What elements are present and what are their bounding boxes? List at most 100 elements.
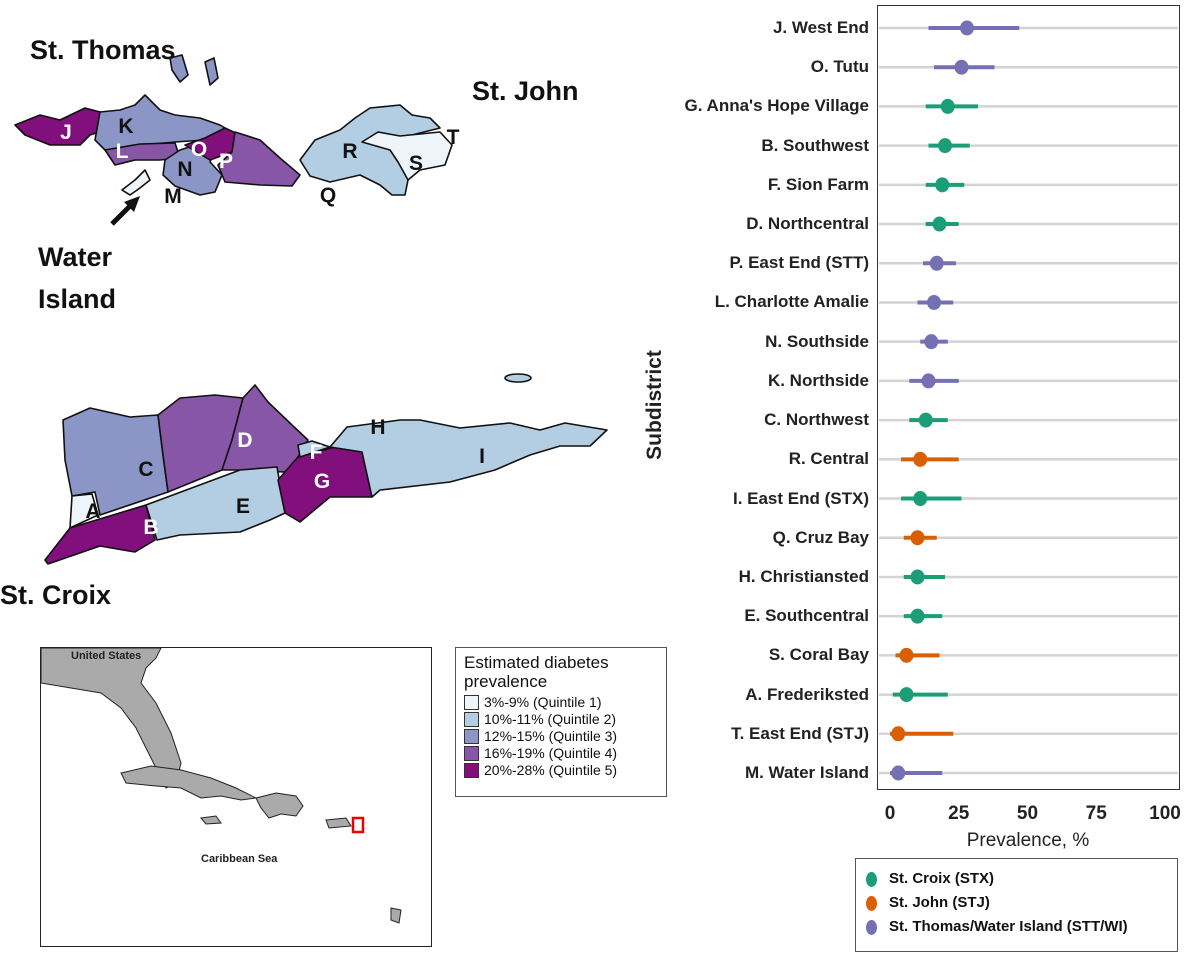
point-estimate <box>954 59 969 75</box>
series-legend: St. Croix (STX) St. John (STJ) St. Thomas/… <box>855 858 1178 952</box>
region-label-D: D <box>237 429 253 452</box>
inset-landmass <box>41 648 402 924</box>
y-tick-label: E. Southcentral <box>744 606 869 626</box>
region-label-P: P <box>218 150 234 173</box>
arrow-icon <box>110 196 140 226</box>
y-tick-label: G. Anna's Hope Village <box>684 96 869 116</box>
legend-label: 20%-28% (Quintile 5) <box>484 762 618 778</box>
series-marker-icon <box>866 895 877 911</box>
region-label-B: B <box>143 516 159 539</box>
legend-swatch <box>464 729 479 744</box>
usvi-map <box>14 54 608 565</box>
y-tick-label: I. East End (STX) <box>732 488 869 508</box>
region-label-K: K <box>118 115 134 138</box>
point-estimate <box>938 138 952 154</box>
point-estimate <box>910 530 925 546</box>
series-label: St. John (STJ) <box>889 894 990 911</box>
label-st-croix: St. Croix <box>0 580 112 610</box>
label-st-john: St. John <box>472 76 579 106</box>
region-label-Q: Q <box>319 184 337 207</box>
region-label-H: H <box>370 416 386 439</box>
x-tick-label: 50 <box>1016 803 1039 824</box>
y-tick-label: J. West End <box>772 18 869 37</box>
legend-label: 16%-19% (Quintile 4) <box>484 745 618 761</box>
series-legend-item: St. Thomas/Water Island (STT/WI) <box>866 915 1167 939</box>
y-tick-label: B. Southwest <box>761 135 869 155</box>
point-estimate <box>891 765 906 781</box>
map-legend-item: 12%-15% (Quintile 3) <box>464 728 658 745</box>
region-S-T <box>361 131 453 181</box>
point-estimate <box>932 216 947 232</box>
point-estimate <box>924 334 939 350</box>
series-label: St. Croix (STX) <box>889 870 995 887</box>
region-label-C: C <box>138 458 154 481</box>
x-tick-label: 25 <box>948 803 970 824</box>
region-label-M: M <box>164 185 182 208</box>
region-label-O: O <box>190 138 208 161</box>
point-estimate <box>910 569 925 585</box>
point-estimate <box>899 687 914 703</box>
region-label-J: J <box>60 121 72 144</box>
y-tick-label: L. Charlotte Amalie <box>714 292 869 312</box>
point-estimate <box>929 255 944 271</box>
map-legend-item: 16%-19% (Quintile 4) <box>464 745 658 762</box>
region-label-N: N <box>177 158 193 181</box>
map-legend-item: 10%-11% (Quintile 2) <box>464 711 658 728</box>
region-label-L: L <box>115 140 129 163</box>
map-legend-item: 20%-28% (Quintile 5) <box>464 762 658 779</box>
y-tick-label: T. East End (STJ) <box>731 723 869 743</box>
legend-label: 10%-11% (Quintile 2) <box>484 711 617 727</box>
map-legend-title: Estimated diabetes prevalence <box>464 653 609 691</box>
region-label-R: R <box>342 140 358 163</box>
point-estimate <box>899 647 914 663</box>
label-water-island: Water Island <box>38 242 117 314</box>
point-estimate <box>913 491 928 507</box>
point-estimate <box>927 294 941 310</box>
y-tick-label: K. Northside <box>767 370 869 390</box>
inset-label-united-states: United States <box>71 650 142 662</box>
region-label-S: S <box>408 152 424 175</box>
y-tick-label: H. Christiansted <box>738 566 869 586</box>
region-label-G: G <box>313 470 331 493</box>
plot-frame <box>877 5 1180 790</box>
y-tick-label: M. Water Island <box>744 763 869 782</box>
x-tick-label: 0 <box>884 803 896 824</box>
point-estimate <box>921 373 936 389</box>
point-estimate <box>960 20 974 36</box>
y-tick-label: C. Northwest <box>764 410 869 430</box>
x-tick-label: 100 <box>1149 803 1181 824</box>
region-P <box>217 131 301 187</box>
legend-swatch <box>464 712 479 727</box>
y-tick-label: Q. Cruz Bay <box>772 527 869 547</box>
locator-box <box>351 816 365 834</box>
y-tick-label: O. Tutu <box>810 57 869 77</box>
y-axis-title: Subdistrict <box>643 350 666 460</box>
point-estimate <box>910 608 925 624</box>
legend-swatch <box>464 746 479 761</box>
region-I <box>329 419 608 498</box>
y-tick-label: D. Northcentral <box>746 214 869 234</box>
region-label-F: F <box>309 441 323 464</box>
legend-label: 3%-9% (Quintile 1) <box>484 694 602 710</box>
map-legend-item: 3%-9% (Quintile 1) <box>464 694 658 711</box>
region-B <box>44 504 156 565</box>
label-st-thomas: St. Thomas <box>30 35 176 65</box>
legend-swatch <box>464 763 479 778</box>
series-legend-item: St. John (STJ) <box>866 891 1167 915</box>
point-estimate <box>935 177 950 193</box>
inset-locator-map: United States Caribbean Sea <box>40 647 432 947</box>
point-estimate <box>913 451 928 467</box>
legend-label: 12%-15% (Quintile 3) <box>484 728 618 744</box>
y-tick-label: S. Coral Bay <box>768 645 869 665</box>
legend-swatch <box>464 695 479 710</box>
y-tick-label: A. Frederiksted <box>745 684 869 704</box>
x-axis-title: Prevalence, % <box>966 830 1090 851</box>
region-A <box>69 493 99 529</box>
y-tick-label: R. Central <box>788 449 869 469</box>
map-legend: Estimated diabetes prevalence 3%-9% (Qui… <box>455 647 667 797</box>
region-label-E: E <box>235 495 251 518</box>
region-F <box>221 384 309 473</box>
y-tick-label: P. East End (STT) <box>729 253 870 273</box>
series-label: St. Thomas/Water Island (STT/WI) <box>889 918 1128 935</box>
